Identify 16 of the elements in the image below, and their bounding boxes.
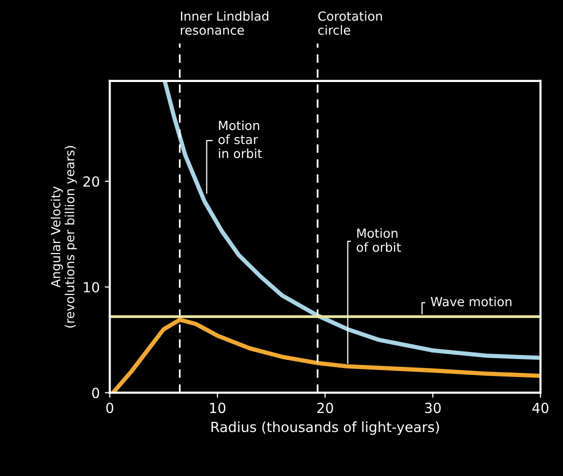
y-tick-label: 10	[84, 282, 100, 292]
annotation: Motion of orbit	[356, 228, 401, 252]
x-tick-label: 30	[425, 402, 441, 414]
line-series	[162, 80, 540, 360]
x-tick-label: 10	[210, 402, 226, 414]
ref-line-label: Corotation circle	[318, 11, 382, 35]
annotation: Wave motion	[430, 296, 512, 306]
x-tick-label: 0	[106, 402, 114, 414]
y-tick-label: 0	[92, 388, 100, 398]
y-axis-title: Angular Velocity (revolutions per billion years)	[50, 146, 77, 328]
x-axis-title: Radius (thousands of light-years)	[212, 421, 439, 435]
y-tick-label: 20	[83, 176, 100, 187]
annotation: Motion of star in orbit	[218, 120, 262, 158]
x-tick-label: 40	[532, 402, 548, 414]
x-tick-label: 20	[317, 402, 334, 414]
ref-line-label: Inner Lindblad resonance	[180, 11, 268, 35]
